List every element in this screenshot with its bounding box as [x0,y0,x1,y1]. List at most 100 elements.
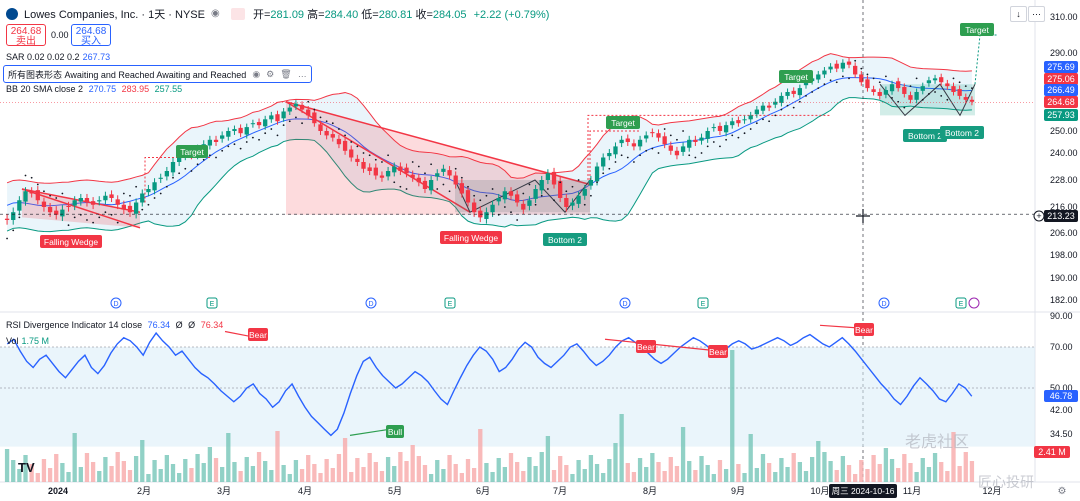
volume-bar [428,474,434,482]
sar-dot [952,77,955,80]
sar-dot [583,203,586,206]
candle [785,88,790,100]
sar-dot [688,154,691,157]
rsi-legend[interactable]: RSI Divergence Indicator 14 close 76.34 … [6,320,224,330]
bottom2-label-text: Bottom 2 [945,128,979,138]
candle [705,127,710,143]
settings-icon[interactable]: ⚙ [266,68,275,79]
sar-dot [559,181,562,184]
volume-bar [625,463,630,482]
candle [84,193,90,207]
eye-icon[interactable]: ◉ [252,68,261,79]
candle-body [355,158,360,162]
candle-body [662,136,667,145]
arrow-down-icon[interactable]: ↓ [1010,6,1027,22]
sar-dot [719,145,721,148]
alert-icon[interactable] [230,8,245,20]
sar-dot [915,77,918,80]
sar-dot [454,167,457,170]
candle [133,198,139,219]
candle [865,75,870,92]
sar-dot [282,124,285,127]
volume-bar [834,470,839,482]
candle-body [785,92,790,96]
volume-bar [385,457,391,482]
candle-body [256,122,262,126]
sar-dot [805,95,807,97]
candle [637,135,643,151]
volume-bar [932,453,938,482]
candle-body [35,190,40,201]
candle-body [238,127,243,134]
trash-icon[interactable]: 🗑 [280,68,292,79]
candle-body [447,170,452,176]
sar-dot [110,213,113,216]
candle-body [871,89,876,92]
target-line-3 [589,130,640,180]
sar-legend[interactable]: SAR 0.02 0.02 0.2 267.73 [6,52,111,62]
volume-bar [226,433,231,482]
sar-dot [503,206,506,208]
candle [527,196,532,211]
volume-bar [176,473,182,482]
vol-legend[interactable]: Vol 1.75 M [6,336,50,346]
price-tick-label: 190.00 [1050,273,1078,283]
sar-dot [571,185,574,188]
sar-dot [448,190,451,193]
crosshair-cursor-icon [856,209,870,223]
candle [342,136,348,155]
volume-bar [828,461,833,482]
more-icon[interactable]: … [297,69,307,79]
time-tick-label: 2024 [48,486,68,496]
candle [140,189,145,207]
double-bottom-1-zigzag [454,179,591,213]
target-label-bg [779,70,813,83]
volume-bar [72,433,77,482]
volume-bar [926,467,932,482]
earnings-marker: E [697,297,709,309]
candle-body [859,74,864,83]
candle-body [428,180,434,191]
time-tick-label: 5月 [388,486,402,496]
candle-body [158,177,163,179]
sar-dot [940,95,943,97]
pattern-legend[interactable]: 所有图表形态 Awaiting and Reached Awaiting and… [3,65,312,83]
sar-dot [780,108,783,111]
bottom2-label-text: Bottom 2 [908,131,942,141]
candle [656,129,661,142]
sar-dot [878,81,881,84]
tradingview-logo-icon: TV [18,460,35,475]
candle [853,62,858,78]
target-label-text: Target [611,118,635,128]
volume-bar [287,474,292,482]
target-label: Target [606,116,640,129]
volume-bar [281,465,286,482]
more-icon[interactable]: ⋯ [1028,6,1045,22]
sar-dot [196,163,199,166]
symbol-title[interactable]: Lowes Companies, Inc. · 1天 · NYSE [24,9,205,21]
candle [60,205,65,222]
sell-button[interactable]: 264.68 卖出 [6,24,46,47]
volume-bar [441,469,446,482]
sar-dot [602,172,605,175]
candle-body [674,150,680,156]
volume-bar [742,473,747,482]
volume-bar [60,463,65,482]
candle [822,67,827,78]
volume-bar [490,472,495,482]
bb-legend[interactable]: BB 20 SMA close 2 270.75 283.95 257.55 [6,84,183,94]
price-axis-tag-text: 264.68 [1047,97,1075,107]
candle-body [232,129,237,131]
price-axis-tag-text: 266.49 [1047,85,1075,95]
candle-body [133,202,139,214]
bull-label-text: Bull [388,427,402,437]
candle-body [78,198,83,202]
earnings-marker: E [444,297,456,309]
volume-bar [551,470,557,482]
candle-body [539,180,544,191]
eye-icon[interactable]: ◉ [210,8,220,19]
volume-bar [779,458,784,482]
price-axis-tag: 266.49 [1044,84,1078,96]
buy-button[interactable]: 264.68 买入 [71,24,111,47]
